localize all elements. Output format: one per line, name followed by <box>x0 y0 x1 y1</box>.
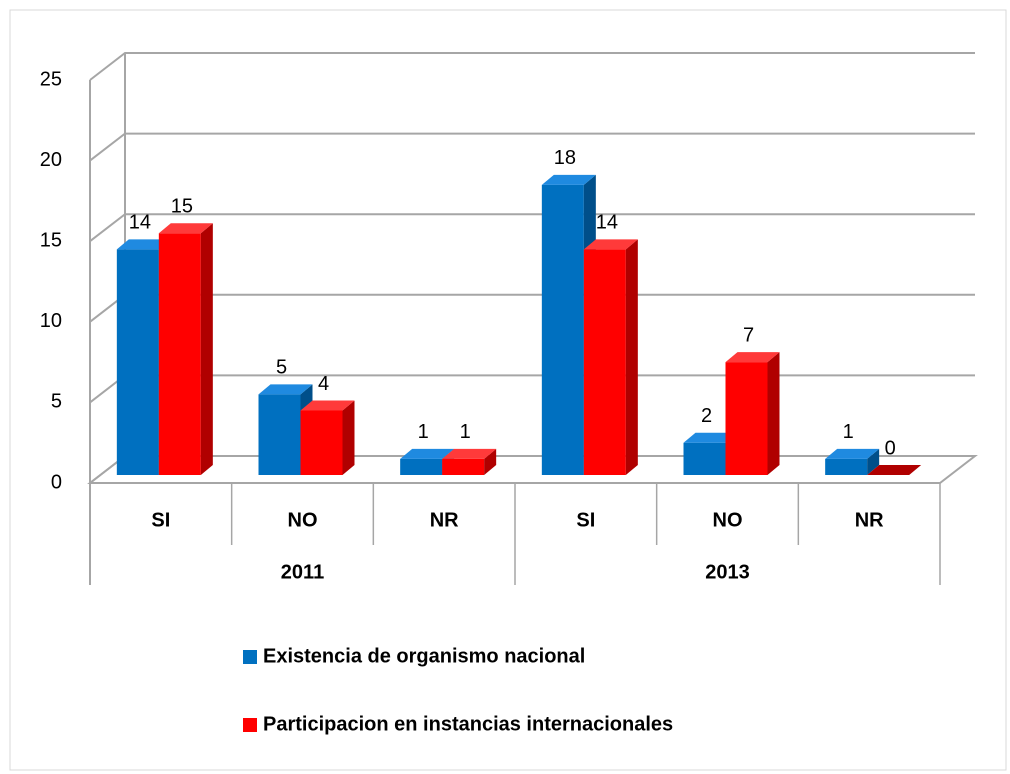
bar-side <box>342 400 355 475</box>
bar-side <box>484 448 497 475</box>
x-tick-label: NO <box>288 509 318 531</box>
bar-top <box>725 352 780 363</box>
bar-front <box>400 458 443 475</box>
y-tick-label: 0 <box>51 471 62 493</box>
bar-front <box>258 394 301 475</box>
bar-top <box>541 174 596 185</box>
bar-top <box>867 465 922 475</box>
bar <box>442 448 497 475</box>
legend-swatch <box>243 718 257 732</box>
y-tick-label: 15 <box>40 229 62 251</box>
bar-side <box>767 352 780 475</box>
y-tick-label: 5 <box>51 391 62 413</box>
grid-line <box>89 132 975 162</box>
bar-top <box>158 223 213 234</box>
bar <box>300 400 355 475</box>
group-label: 2011 <box>281 561 324 583</box>
bar-front <box>300 410 343 475</box>
grid-line <box>89 213 975 242</box>
bar-front <box>158 233 201 475</box>
data-label: 14 <box>596 212 618 234</box>
bar-top <box>825 448 880 459</box>
data-label: 14 <box>129 212 151 234</box>
data-label: 1 <box>843 421 854 443</box>
data-label: 4 <box>318 373 329 395</box>
x-tick-label: SI <box>151 509 170 531</box>
bar-top <box>300 400 355 411</box>
bar-front <box>541 184 584 475</box>
bar <box>725 352 780 475</box>
x-tick-label: SI <box>576 509 595 531</box>
data-label: 2 <box>701 405 712 427</box>
bar <box>158 223 213 475</box>
data-label: 1 <box>460 421 471 443</box>
bar <box>825 448 880 475</box>
data-label: 18 <box>554 147 576 169</box>
data-label: 15 <box>171 195 193 217</box>
y-tick-label: 20 <box>40 149 62 171</box>
data-label: 7 <box>743 324 754 346</box>
y-tick-label: 10 <box>40 310 62 332</box>
bar-side <box>625 239 638 475</box>
data-label: 1 <box>418 421 429 443</box>
legend-label: Participacion en instancias internaciona… <box>263 713 673 735</box>
bar-front <box>116 249 159 475</box>
bar-top <box>258 384 313 395</box>
data-label: 0 <box>885 437 896 459</box>
bar-top <box>116 239 171 250</box>
bar-front <box>725 362 768 475</box>
data-label: 5 <box>276 357 287 379</box>
bar-front <box>825 458 868 475</box>
bar <box>867 465 922 475</box>
y-tick-label: 25 <box>40 68 62 90</box>
bar-side <box>867 448 880 475</box>
grid-line <box>89 293 975 323</box>
chart-border <box>9 9 1007 771</box>
legend-label: Existencia de organismo nacional <box>263 645 585 667</box>
grid-line <box>89 374 975 404</box>
x-tick-label: NR <box>430 509 459 531</box>
grid-line <box>89 52 975 81</box>
bar-front <box>583 249 626 475</box>
x-tick-label: NR <box>855 509 884 531</box>
group-label: 2013 <box>705 561 750 583</box>
bar-side <box>200 223 213 475</box>
bar <box>583 239 638 475</box>
bar-top <box>683 432 738 443</box>
bar-front <box>683 442 726 475</box>
bar-front <box>442 458 485 475</box>
bar-top <box>400 448 455 459</box>
legend-swatch <box>243 650 257 664</box>
bar-top <box>583 239 638 250</box>
bar-top <box>442 448 497 459</box>
x-tick-label: NO <box>713 509 743 531</box>
